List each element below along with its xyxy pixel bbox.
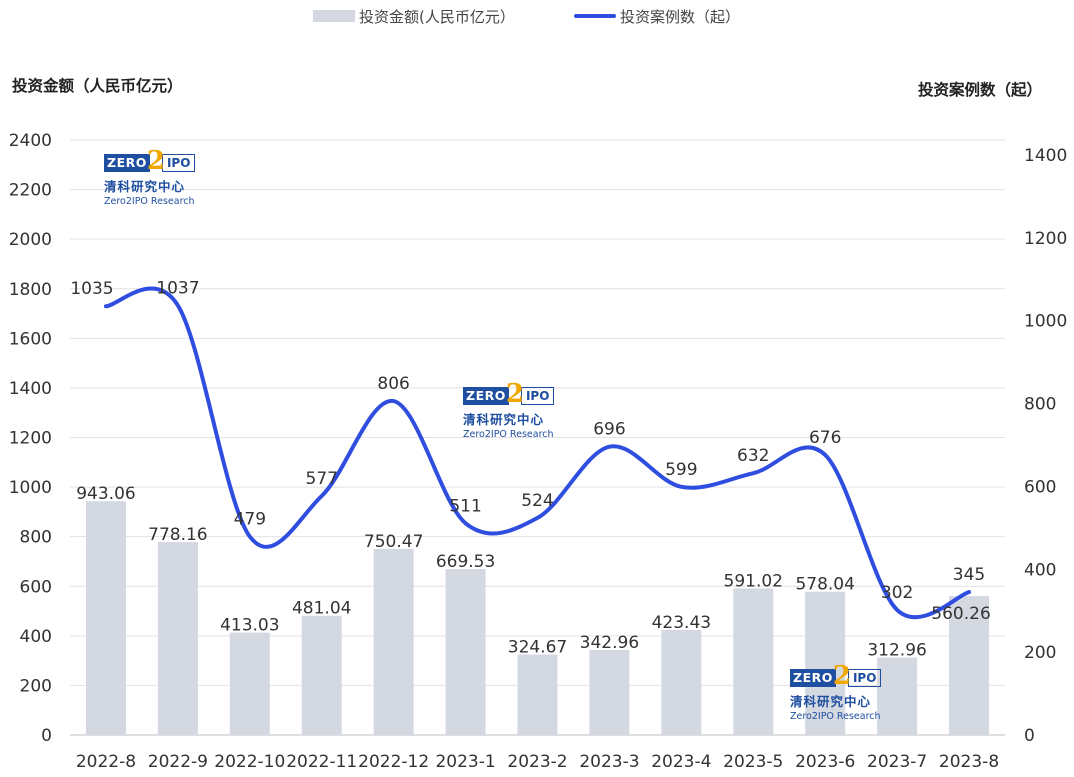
y-left-tick-label: 1800 (9, 280, 52, 300)
bar (733, 588, 774, 735)
bar (373, 548, 414, 735)
x-tick-label: 2023-5 (723, 752, 783, 772)
line-data-label: 345 (953, 565, 985, 585)
legend-item-amount: 投资金额(人民币亿元） (313, 4, 515, 28)
watermark-logo: ZERO 2 IPO 清科研究中心 Zero2IPO Research (104, 146, 196, 207)
bar-data-label: 481.04 (292, 599, 351, 619)
y-left-tick-label: 2200 (9, 181, 52, 201)
bar-data-label: 591.02 (724, 571, 783, 591)
data-labels: 1035 1037 479 577 806 511 524 696 599 632 676 302 34… (70, 278, 990, 660)
line-data-label: 599 (665, 460, 697, 480)
line-data-label: 1035 (70, 279, 113, 299)
x-tick-label: 2023-2 (507, 752, 567, 772)
line-data-label: 577 (306, 469, 338, 489)
bar-data-label: 750.47 (364, 532, 423, 552)
line-data-label: 1037 (156, 278, 199, 298)
watermark-logo: ZERO 2 IPO 清科研究中心 Zero2IPO Research (463, 379, 555, 440)
y-left-tick-label: 1400 (9, 379, 52, 399)
line-data-label: 524 (521, 491, 553, 511)
line-data-label: 479 (234, 510, 266, 530)
y-left-tick-label: 200 (20, 676, 52, 696)
bar-data-label: 669.53 (436, 552, 495, 572)
axis-ticks: 0200400600800100012001400160018002000220… (9, 131, 1068, 772)
x-tick-label: 2022-10 (214, 752, 285, 772)
x-tick-label: 2022-12 (358, 752, 429, 772)
bar (949, 596, 990, 735)
line-data-label: 806 (377, 374, 409, 394)
line-data-label: 511 (449, 496, 481, 516)
line-data-label: 302 (881, 583, 913, 603)
bar-series (85, 501, 990, 735)
y-left-tick-label: 0 (41, 726, 52, 746)
y-left-tick-label: 1600 (9, 329, 52, 349)
bar-data-label: 423.43 (652, 613, 711, 633)
legend-line-swatch (574, 14, 616, 18)
bar (805, 591, 846, 735)
x-tick-label: 2023-8 (939, 752, 999, 772)
bar (445, 569, 486, 735)
x-tick-label: 2023-6 (795, 752, 855, 772)
y-left-tick-label: 800 (20, 528, 52, 548)
line-data-label: 632 (737, 446, 769, 466)
y-right-tick-label: 800 (1024, 395, 1056, 415)
y-right-tick-label: 1000 (1024, 312, 1067, 332)
y-right-tick-label: 600 (1024, 477, 1056, 497)
bar-data-label: 943.06 (76, 484, 135, 504)
y-right-tick-label: 0 (1024, 726, 1035, 746)
y-right-tick-label: 1200 (1024, 229, 1067, 249)
legend-label-count: 投资案例数（起） (620, 7, 741, 26)
bar (661, 630, 702, 735)
y-left-tick-label: 2400 (9, 131, 52, 151)
y-right-tick-label: 400 (1024, 560, 1056, 580)
y-left-tick-label: 1200 (9, 429, 52, 449)
right-axis-title: 投资案例数（起） (918, 81, 1043, 99)
bar (877, 657, 918, 735)
x-tick-label: 2023-1 (435, 752, 495, 772)
bar-data-label: 560.26 (931, 604, 990, 624)
watermark-logo: ZERO 2 IPO 清科研究中心 Zero2IPO Research (790, 661, 882, 722)
x-tick-label: 2023-7 (867, 752, 927, 772)
bar (229, 632, 270, 735)
x-tick-label: 2022-11 (286, 752, 357, 772)
left-axis-title: 投资金额（人民币亿元） (12, 77, 183, 95)
x-tick-label: 2023-4 (651, 752, 711, 772)
x-tick-label: 2023-3 (579, 752, 639, 772)
line-data-label: 696 (593, 420, 625, 440)
bar-data-label: 342.96 (580, 633, 639, 653)
bar-data-label: 324.67 (508, 638, 567, 658)
line-data-label: 676 (809, 428, 841, 448)
x-tick-label: 2022-9 (148, 752, 208, 772)
legend-label-amount: 投资金额(人民币亿元） (359, 7, 515, 26)
line-series (103, 286, 972, 620)
bar (301, 615, 342, 735)
y-left-tick-label: 1000 (9, 478, 52, 498)
bar (517, 654, 558, 735)
bar (85, 501, 126, 735)
bar-data-label: 778.16 (148, 525, 207, 545)
count-line (103, 286, 972, 620)
y-right-tick-label: 1400 (1024, 146, 1067, 166)
legend: 投资金额(人民币亿元） 投资案例数（起） (0, 4, 1074, 28)
x-tick-label: 2022-8 (76, 752, 136, 772)
legend-bar-swatch (313, 10, 355, 22)
y-left-tick-label: 600 (20, 577, 52, 597)
legend-item-count: 投资案例数（起） (574, 4, 740, 28)
bar (157, 542, 198, 735)
bar-data-label: 312.96 (867, 640, 926, 660)
bar-data-label: 413.03 (220, 616, 279, 636)
bar (589, 649, 630, 735)
y-left-tick-label: 2000 (9, 230, 52, 250)
bar-data-label: 578.04 (795, 575, 854, 595)
y-left-tick-label: 400 (20, 627, 52, 647)
y-right-tick-label: 200 (1024, 643, 1056, 663)
